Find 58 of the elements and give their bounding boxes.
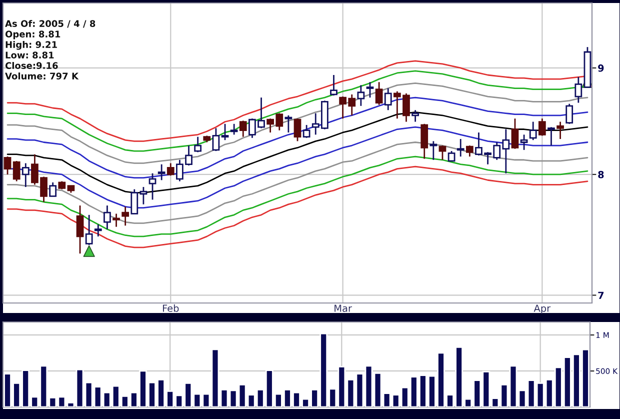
candlestick — [85, 214, 93, 246]
annotation: Close:9.16 — [5, 62, 58, 69]
annotation: High: 9.21 — [6, 41, 57, 50]
candlestick — [76, 204, 84, 254]
y-tick-label: 9 — [598, 64, 604, 72]
candlestick — [12, 160, 20, 182]
annotation: Volume: 797 K — [5, 72, 79, 80]
annotation: As Of: 2005 / 4 / 8 — [5, 20, 96, 28]
candlestick — [574, 76, 582, 104]
candlestick — [366, 81, 374, 98]
candlestick — [284, 114, 292, 134]
x-tick-label: Apr — [534, 304, 551, 314]
x-tick-label: Mar — [334, 304, 352, 312]
candlestick — [148, 172, 156, 200]
annotation: Open: 8.81 — [5, 30, 60, 40]
candlestick — [122, 206, 130, 226]
candlestick — [194, 136, 202, 153]
candlestick — [294, 118, 302, 142]
candlestick — [384, 88, 392, 111]
candlestick — [140, 186, 148, 206]
candlestick — [49, 182, 57, 197]
candlestick — [158, 164, 166, 181]
candlestick — [212, 127, 220, 152]
candlestick — [466, 144, 474, 158]
candlestick — [22, 162, 30, 188]
y-tick-label: 7 — [598, 292, 604, 299]
candlestick — [239, 120, 247, 138]
candlestick — [104, 204, 111, 230]
candlestick — [94, 224, 102, 238]
candlestick — [511, 118, 519, 150]
candlestick — [302, 124, 310, 139]
candlestick — [548, 126, 555, 146]
candlestick — [556, 121, 564, 140]
candlestick — [221, 123, 229, 141]
y-tick-label: 8 — [598, 170, 604, 178]
candlestick — [456, 138, 464, 158]
candlestick — [430, 140, 438, 161]
candlestick — [357, 84, 365, 107]
line-series — [6, 166, 588, 248]
candlestick — [438, 144, 446, 161]
candlestick — [412, 109, 419, 122]
line-series — [6, 82, 588, 164]
candlestick — [520, 134, 528, 151]
line-series — [6, 142, 588, 224]
candlestick — [375, 81, 383, 106]
candlestick — [529, 121, 537, 141]
candlestick — [230, 123, 238, 136]
candlestick — [166, 162, 174, 176]
candlestick — [538, 118, 546, 136]
candlestick — [566, 103, 574, 125]
candlestick — [330, 74, 338, 96]
candlestick — [130, 188, 138, 214]
candlestick — [4, 156, 12, 176]
candlestick — [420, 123, 428, 160]
candlestick — [112, 213, 120, 228]
annotation: Low: 8.81 — [6, 52, 54, 58]
x-tick-label: Feb — [162, 304, 179, 312]
candlestick — [448, 150, 456, 162]
